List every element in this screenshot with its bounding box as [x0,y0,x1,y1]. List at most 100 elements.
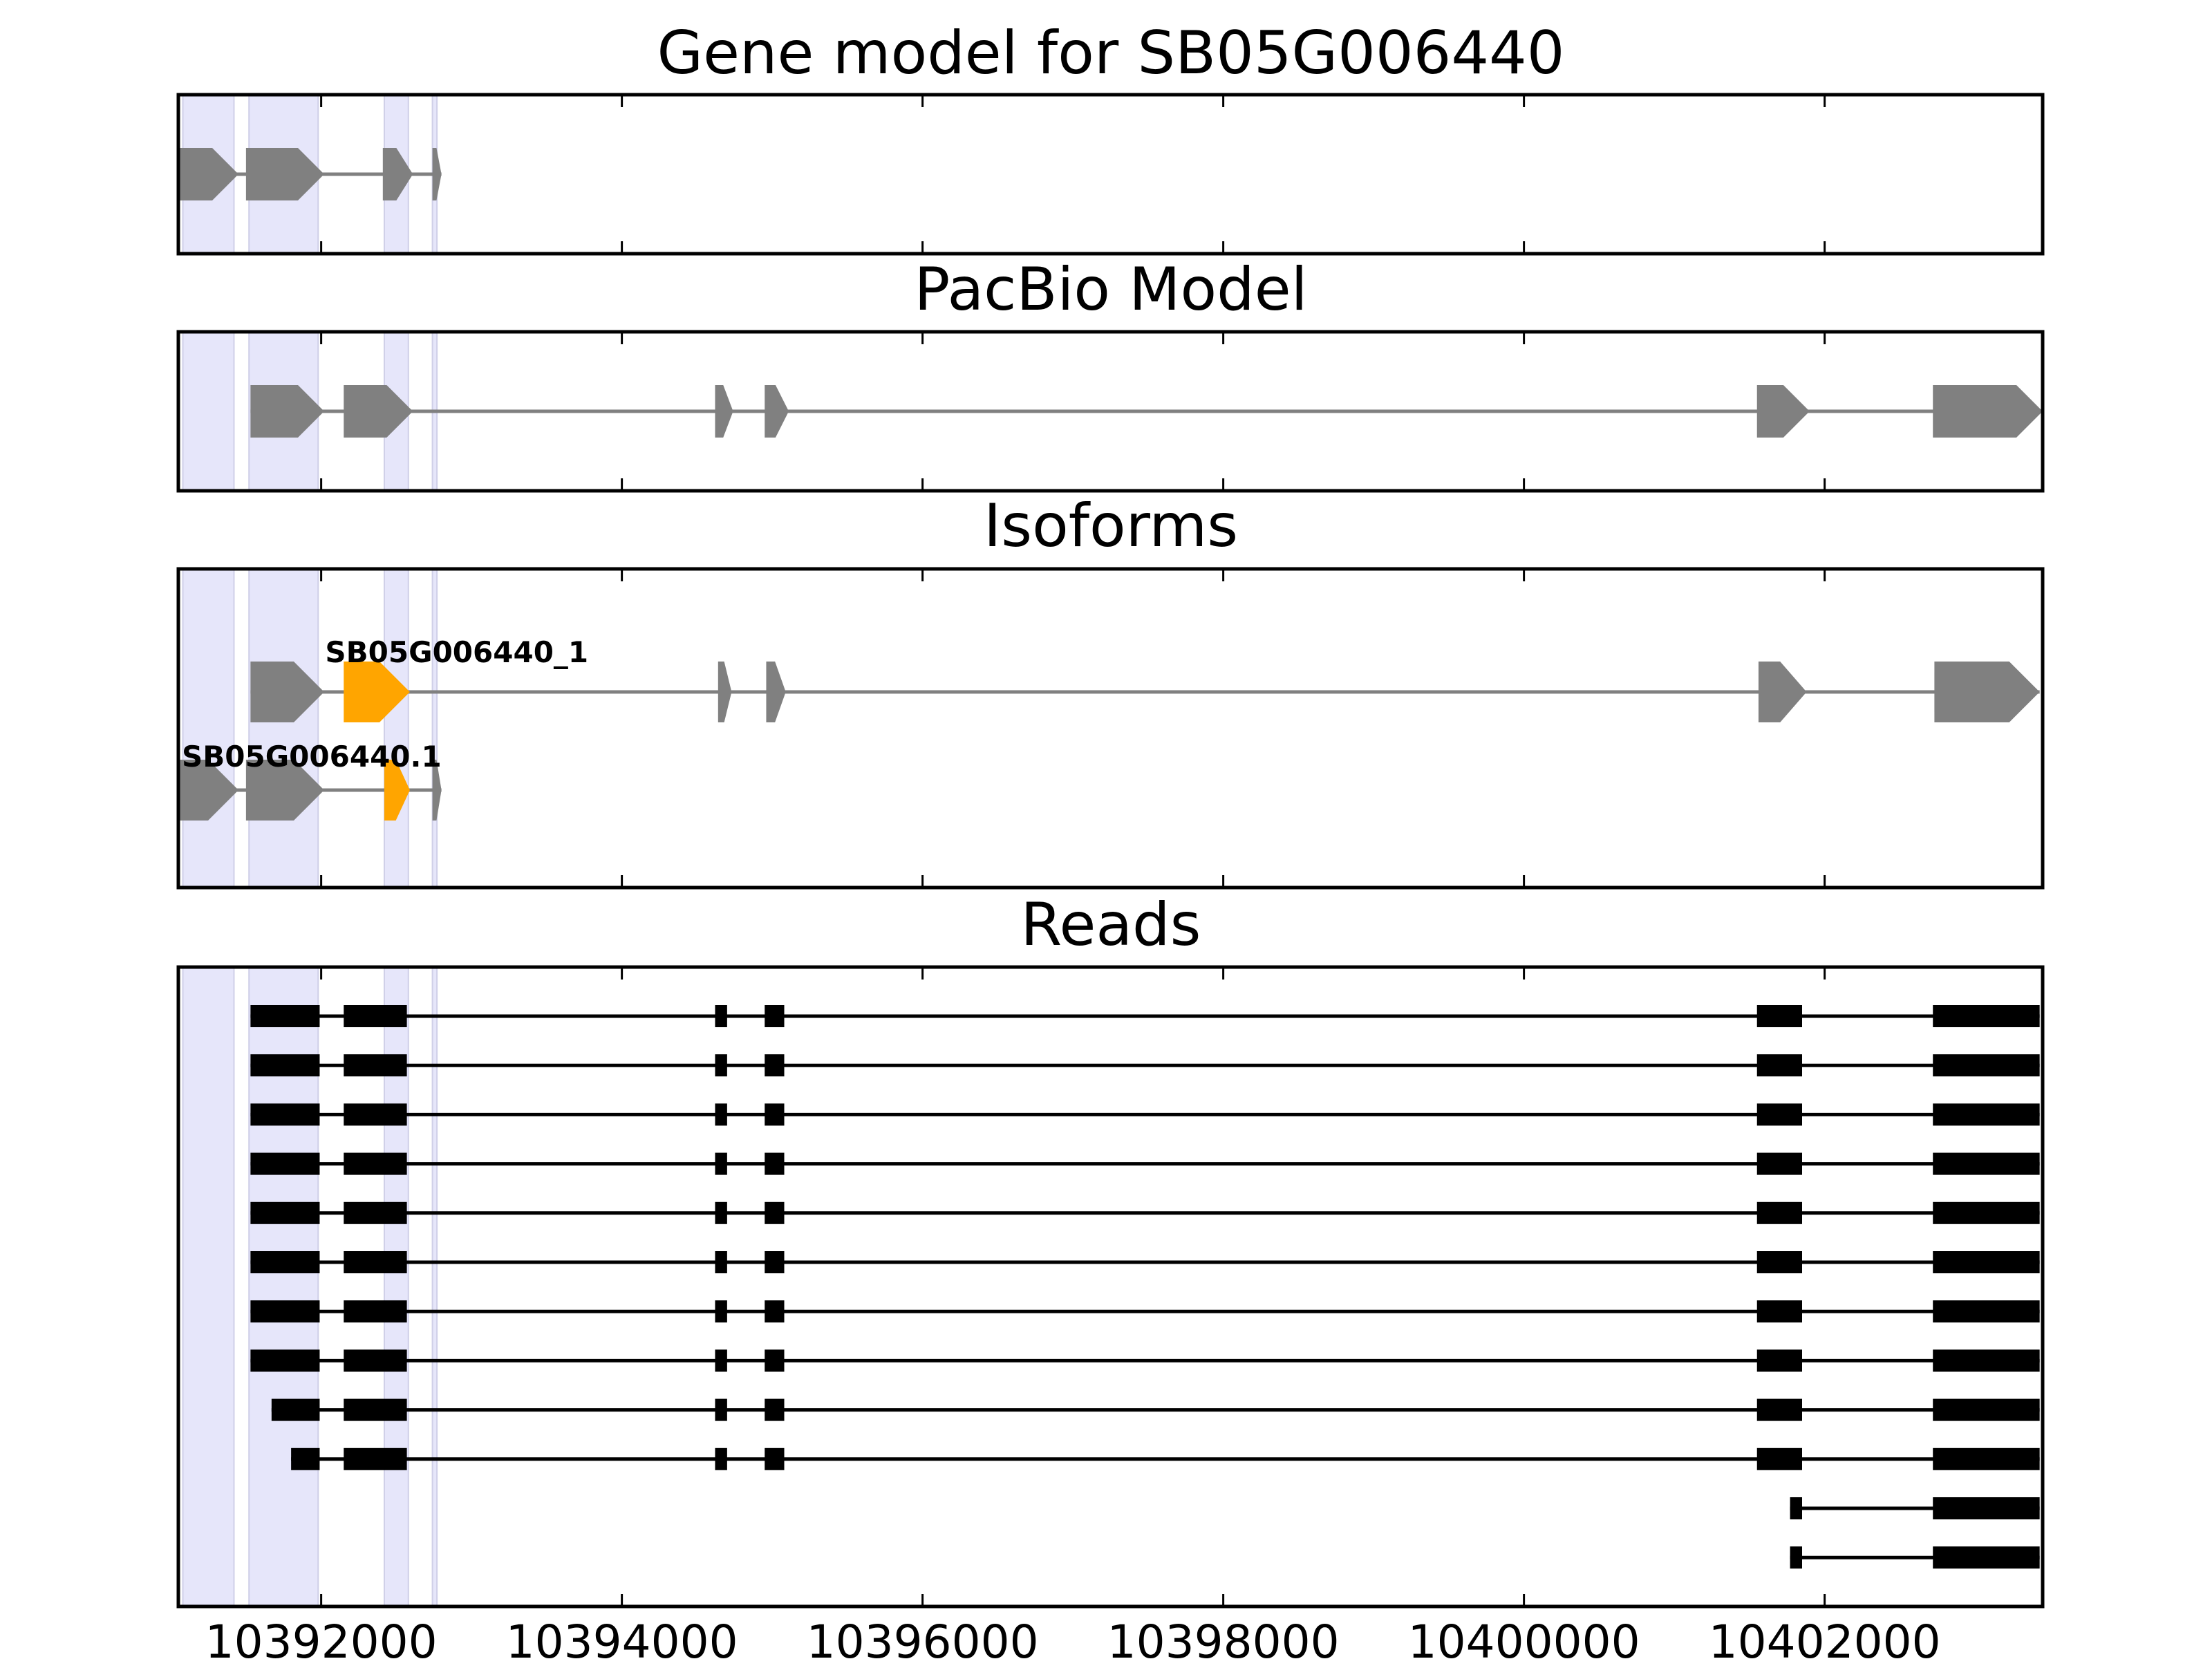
read-track [271,1398,2040,1421]
read-block [765,1152,785,1175]
exon [715,385,733,438]
x-tick-label: 10392000 [205,1615,438,1659]
panel-title-isoforms: Isoforms [984,491,1238,561]
x-tick-label: 10402000 [1709,1615,1941,1659]
read-block [344,1398,407,1421]
read-block [765,1398,785,1421]
read-block [1933,1103,2040,1126]
isoform-label: SB05G006440_1 [325,635,588,669]
axis-ticks [320,967,1826,1606]
exon [178,760,238,821]
panel-title-pacbio-model: PacBio Model [914,255,1307,324]
exon [245,760,324,821]
read-block [715,1251,727,1273]
read-block [344,1251,407,1273]
read-block [344,1447,407,1470]
read-block [250,1103,320,1126]
read-block [765,1447,785,1470]
read-block [765,1005,785,1027]
read-block [250,1251,320,1273]
read-block [715,1398,727,1421]
read-block [1933,1005,2040,1027]
highlight-region [248,568,319,888]
read-block [344,1201,407,1224]
x-tick-label: 10400000 [1408,1615,1640,1659]
read-track [250,1054,2040,1077]
read-block [1756,1300,1802,1323]
read-block [291,1447,320,1470]
highlighted-exon [384,760,410,821]
read-block [1756,1349,1802,1372]
highlight-region [383,568,409,888]
highlight-region [182,331,235,491]
read-block [715,1152,727,1175]
read-block [1756,1103,1802,1126]
read-block [1756,1251,1802,1273]
read-block [344,1300,407,1323]
read-track [250,1152,2040,1175]
transcript-track: SB05G006440.1 [178,740,442,821]
panel-frame [176,567,2045,890]
read-block [765,1300,785,1323]
read-block [1790,1546,1802,1569]
read-block [1933,1251,2040,1273]
exon [245,148,324,200]
x-tick-label: 10398000 [1107,1615,1340,1659]
read-track [250,1201,2040,1224]
exon [1934,662,2040,722]
panel-title-reads: Reads [1021,890,1201,959]
exon [1933,385,2043,438]
read-block [344,1103,407,1126]
read-block [250,1349,320,1372]
read-block [1933,1497,2040,1519]
read-block [715,1201,727,1224]
exon [178,148,238,200]
read-block [765,1054,785,1077]
read-block [1756,1447,1802,1470]
read-track [250,1251,2040,1273]
read-block [1933,1349,2040,1372]
read-tracks [250,1005,2040,1569]
read-block [715,1103,727,1126]
read-track [291,1447,2040,1470]
panel-pacbio-model: PacBio Model [176,255,2045,493]
read-block [765,1103,785,1126]
exon [250,385,324,438]
transcript-track: SB05G006440_1 [250,635,2040,722]
read-block [1933,1201,2040,1224]
read-block [271,1398,320,1421]
panel-isoforms: Isoforms SB05G006440_1 SB05G006440.1 [176,491,2045,890]
exon [766,662,786,722]
panel-reads: Reads [176,890,2045,1609]
exon [344,385,413,438]
gene-model-tracks [178,148,442,200]
read-block [715,1349,727,1372]
exon [382,148,413,200]
panel-frame [176,93,2045,256]
read-block [1756,1398,1802,1421]
x-tick-label: 10396000 [807,1615,1039,1659]
read-block [1933,1152,2040,1175]
isoform-tracks: SB05G006440_1 SB05G006440.1 [178,635,2040,821]
axis-ticks [320,569,1826,888]
transcript-track [250,385,2043,438]
read-block [1756,1054,1802,1077]
read-block [765,1349,785,1372]
read-track [250,1005,2040,1027]
exon [432,148,442,200]
read-block [344,1349,407,1372]
read-block [344,1152,407,1175]
read-block [344,1005,407,1027]
read-block [765,1251,785,1273]
exon [1756,385,1810,438]
exon [250,662,324,722]
isoform-label: SB05G006440.1 [182,740,442,774]
read-block [1790,1497,1802,1519]
read-block [765,1201,785,1224]
read-block [715,1054,727,1077]
x-tick-label: 10394000 [506,1615,738,1659]
read-track [250,1349,2040,1372]
read-track [1790,1546,2040,1569]
read-block [715,1447,727,1470]
